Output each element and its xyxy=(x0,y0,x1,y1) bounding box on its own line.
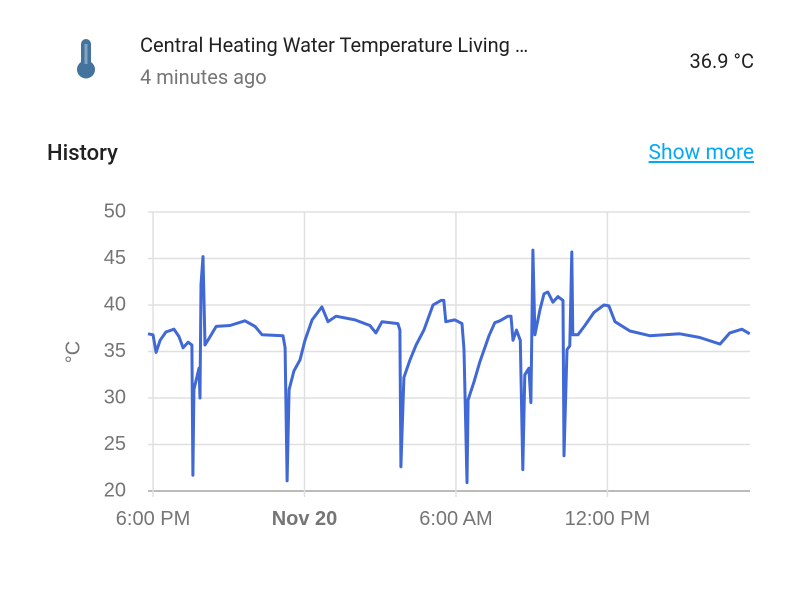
y-axis-label: °C xyxy=(62,341,84,363)
show-more-link[interactable]: Show more xyxy=(648,141,754,165)
state: 36.9 °C xyxy=(689,49,754,73)
x-tick-label: 6:00 AM xyxy=(419,508,492,530)
y-tick-label: 50 xyxy=(104,200,126,222)
x-tick-label: 6:00 PM xyxy=(116,508,190,530)
last-changed: 4 minutes ago xyxy=(140,65,267,89)
y-tick-label: 45 xyxy=(104,247,126,269)
entity-name: Central Heating Water Temperature Living… xyxy=(140,33,529,57)
y-tick-label: 25 xyxy=(104,433,126,455)
y-tick-label: 30 xyxy=(104,386,126,408)
history-title: History xyxy=(47,141,118,166)
y-tick-label: 35 xyxy=(104,340,126,362)
y-tick-label: 40 xyxy=(104,293,126,315)
thermometer-icon xyxy=(77,39,95,79)
x-tick-label: 12:00 PM xyxy=(565,508,651,530)
x-tick-label: Nov 20 xyxy=(272,508,338,530)
y-tick-label: 20 xyxy=(104,479,126,501)
line-series xyxy=(147,248,751,485)
